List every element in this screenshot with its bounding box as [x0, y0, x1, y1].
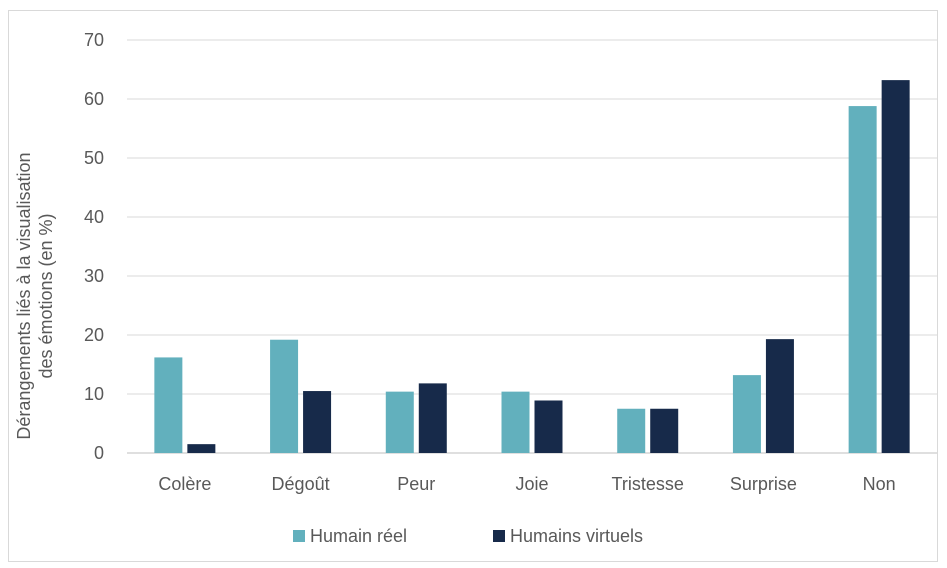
x-tick-label: Non: [863, 474, 896, 494]
bar-humains-virtuels-3: [534, 400, 563, 453]
x-tick-label: Surprise: [730, 474, 797, 494]
legend-swatch-0: [293, 530, 305, 542]
bar-humains-virtuels-5: [765, 339, 794, 453]
x-axis-ticks: Colère Dégoût Peur Joie Tristesse Surprise Non: [158, 474, 895, 494]
bar-humains-virtuels-1: [303, 391, 332, 453]
y-tick-label: 40: [84, 207, 104, 227]
y-tick-label: 20: [84, 325, 104, 345]
x-tick-label: Tristesse: [612, 474, 684, 494]
bar-humains-virtuels-2: [418, 383, 447, 453]
bar-humain-reel-3: [501, 391, 530, 453]
y-tick-label: 10: [84, 384, 104, 404]
bar-humain-reel-2: [385, 391, 414, 453]
y-axis-label-line-2: des émotions (en %): [36, 213, 56, 378]
bar-humains-virtuels-4: [650, 408, 679, 453]
y-tick-label: 50: [84, 148, 104, 168]
legend-label-1: Humains virtuels: [510, 526, 643, 546]
bar-humain-reel-6: [848, 106, 877, 453]
y-tick-label: 70: [84, 30, 104, 50]
bar-humain-reel-1: [270, 339, 299, 453]
bar-humain-reel-0: [154, 357, 183, 453]
y-axis-label-line-1: Dérangements liés à la visualisation: [14, 152, 34, 439]
x-tick-label: Dégoût: [272, 474, 330, 494]
legend-label-0: Humain réel: [310, 526, 407, 546]
legend: Humain réel Humains virtuels: [293, 526, 643, 546]
bars: [154, 80, 910, 454]
bar-humain-reel-4: [617, 408, 646, 453]
gridlines: [127, 39, 937, 454]
bar-humains-virtuels-6: [881, 80, 910, 454]
x-tick-label: Joie: [515, 474, 548, 494]
x-tick-label: Colère: [158, 474, 211, 494]
y-axis-ticks: 0 10 20 30 40 50 60 70: [84, 30, 104, 463]
x-tick-label: Peur: [397, 474, 435, 494]
bar-humains-virtuels-0: [187, 444, 216, 453]
y-tick-label: 0: [94, 443, 104, 463]
y-axis-label: Dérangements liés à la visualisation des…: [14, 152, 56, 439]
y-tick-label: 60: [84, 89, 104, 109]
chart-frame: [8, 10, 938, 562]
bar-humain-reel-5: [732, 375, 761, 453]
legend-swatch-1: [493, 530, 505, 542]
y-tick-label: 30: [84, 266, 104, 286]
